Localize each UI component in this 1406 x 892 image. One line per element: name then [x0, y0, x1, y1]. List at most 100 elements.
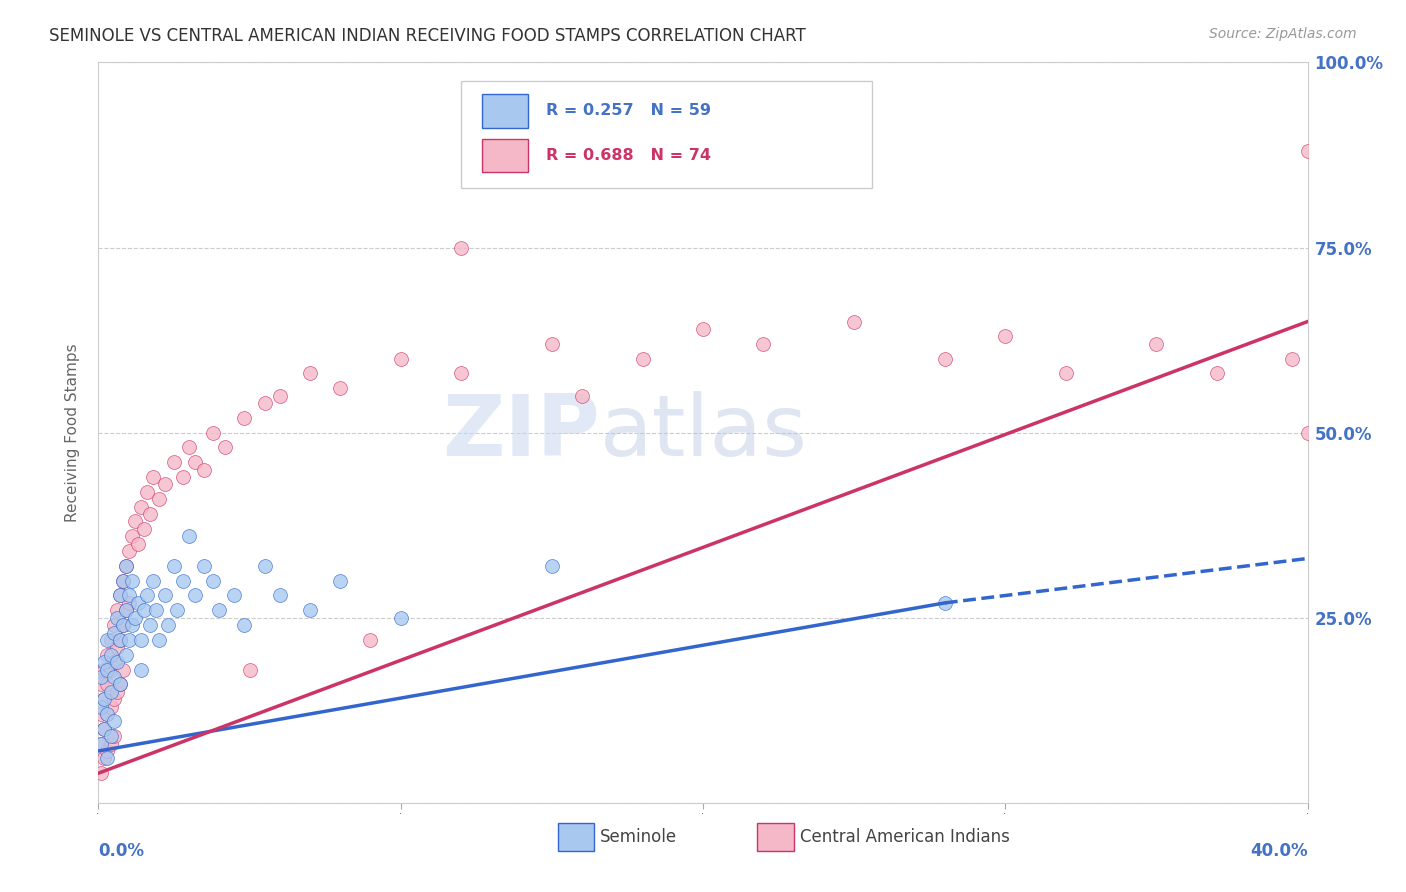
Point	[118, 589, 141, 603]
Point	[111, 618, 134, 632]
Point	[90, 737, 112, 751]
Bar	[758, 822, 794, 851]
Point	[129, 632, 152, 647]
Point	[153, 589, 176, 603]
Point	[105, 655, 128, 669]
Point	[540, 336, 562, 351]
Point	[934, 351, 956, 366]
Point	[135, 484, 157, 499]
Point	[100, 632, 122, 647]
Point	[103, 692, 125, 706]
Point	[153, 477, 176, 491]
Text: 40.0%: 40.0%	[1250, 842, 1308, 860]
Point	[124, 610, 146, 624]
Point	[631, 351, 654, 366]
Point	[232, 618, 254, 632]
Point	[103, 655, 125, 669]
Point	[148, 492, 170, 507]
Point	[540, 558, 562, 573]
Point	[108, 677, 131, 691]
Point	[90, 699, 112, 714]
Text: R = 0.688   N = 74: R = 0.688 N = 74	[546, 148, 711, 163]
Point	[193, 462, 215, 476]
Point	[844, 314, 866, 328]
Point	[121, 574, 143, 588]
Point	[253, 558, 276, 573]
Point	[329, 574, 352, 588]
Point	[96, 663, 118, 677]
Point	[100, 699, 122, 714]
Point	[193, 558, 215, 573]
Point	[1206, 367, 1229, 381]
Point	[202, 425, 225, 440]
Point	[156, 618, 179, 632]
Point	[111, 618, 134, 632]
Text: Source: ZipAtlas.com: Source: ZipAtlas.com	[1209, 27, 1357, 41]
Point	[93, 663, 115, 677]
Point	[108, 632, 131, 647]
Y-axis label: Receiving Food Stamps: Receiving Food Stamps	[65, 343, 80, 522]
Point	[100, 663, 122, 677]
Point	[121, 529, 143, 543]
Point	[329, 381, 352, 395]
Point	[142, 470, 165, 484]
Point	[135, 589, 157, 603]
Point	[172, 574, 194, 588]
Point	[1054, 367, 1077, 381]
Point	[172, 470, 194, 484]
Point	[934, 596, 956, 610]
Point	[752, 336, 775, 351]
Point	[93, 751, 115, 765]
Text: Central American Indians: Central American Indians	[800, 828, 1010, 846]
Point	[96, 648, 118, 662]
Point	[179, 441, 201, 455]
Point	[132, 603, 155, 617]
Point	[127, 536, 149, 550]
Point	[96, 706, 118, 721]
Point	[103, 625, 125, 640]
Point	[389, 610, 412, 624]
Point	[129, 500, 152, 514]
Point	[90, 706, 112, 721]
Point	[184, 589, 207, 603]
Point	[224, 589, 246, 603]
Point	[994, 329, 1017, 343]
Point	[202, 574, 225, 588]
Point	[139, 618, 162, 632]
Point	[96, 744, 118, 758]
Point	[166, 603, 188, 617]
Point	[93, 692, 115, 706]
Point	[269, 589, 291, 603]
Point	[93, 722, 115, 736]
Point	[124, 515, 146, 529]
Point	[692, 322, 714, 336]
Point	[571, 388, 593, 402]
Point	[100, 648, 122, 662]
Point	[100, 685, 122, 699]
Point	[111, 663, 134, 677]
Point	[208, 603, 231, 617]
Point	[105, 610, 128, 624]
Point	[299, 603, 322, 617]
Point	[118, 632, 141, 647]
Point	[184, 455, 207, 469]
Point	[1296, 425, 1319, 440]
Text: atlas: atlas	[600, 391, 808, 475]
Point	[145, 603, 167, 617]
Point	[108, 589, 131, 603]
Point	[90, 766, 112, 780]
Point	[103, 618, 125, 632]
Bar	[558, 822, 595, 851]
Point	[142, 574, 165, 588]
Point	[114, 603, 136, 617]
Point	[96, 751, 118, 765]
Bar	[482, 138, 527, 172]
Point	[100, 729, 122, 743]
Point	[132, 522, 155, 536]
Point	[105, 640, 128, 655]
Point	[103, 670, 125, 684]
Point	[121, 618, 143, 632]
Point	[214, 441, 236, 455]
Point	[100, 737, 122, 751]
Point	[450, 240, 472, 255]
